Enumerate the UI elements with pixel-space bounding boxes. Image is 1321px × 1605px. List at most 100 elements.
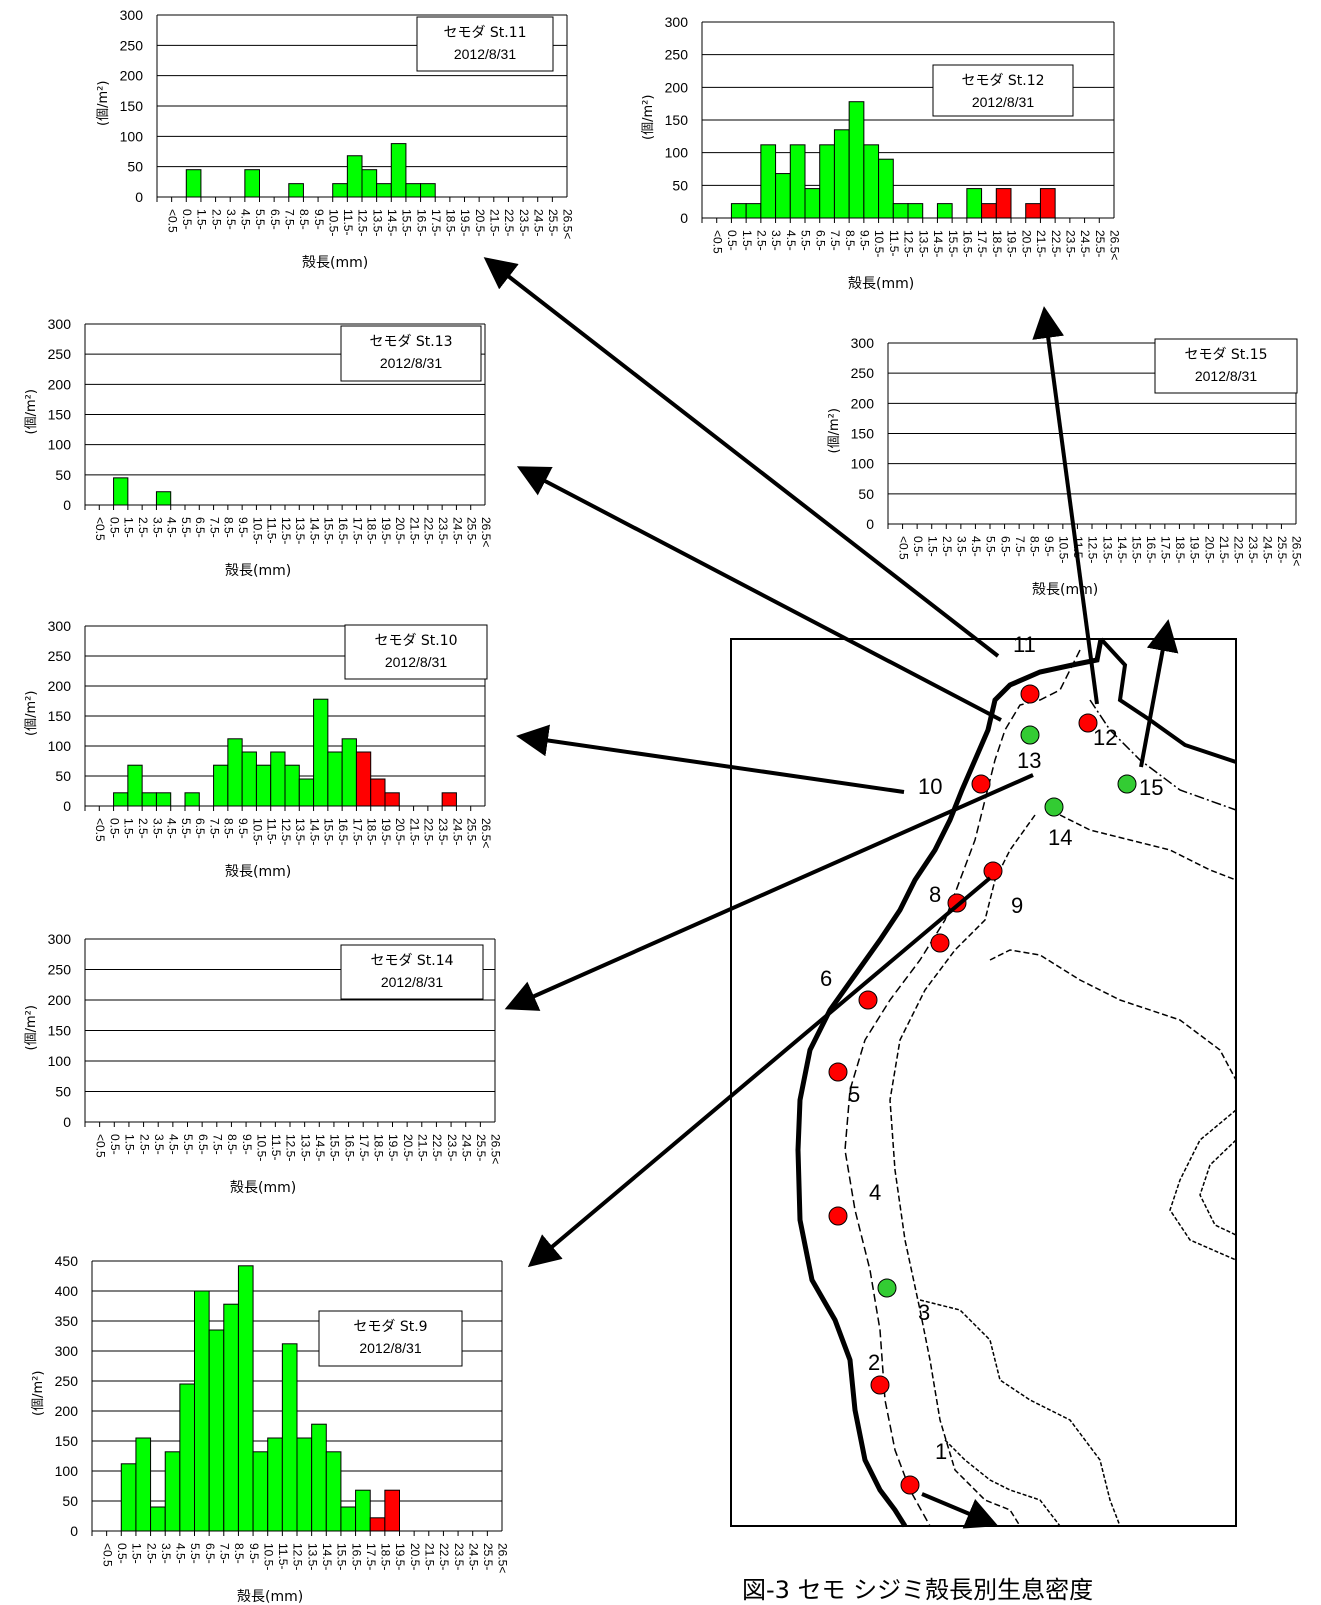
station-marker-6 [858,990,878,1010]
x-tick-label: 14.5- [931,230,945,257]
station-label-3: 3 [918,1300,930,1325]
station-marker-10 [971,774,991,794]
station-marker-9 [983,861,1003,881]
station-label-6: 6 [820,966,832,991]
station-marker-5 [828,1062,848,1082]
bar-small [376,183,392,198]
x-tick-label: 13.5- [916,230,930,257]
legend-station: セモダ St.14 [370,953,453,969]
y-tick-label: 100 [120,128,144,144]
y-tick-label: 200 [48,992,72,1008]
x-tick-label: 16.5- [1144,536,1158,563]
bar-small [155,491,172,506]
x-tick-label: 12.5- [279,517,293,544]
x-tick-label: 18.5- [990,230,1004,257]
bar-small [760,144,777,219]
bar-small [179,1383,196,1532]
y-tick-label: 100 [851,456,875,472]
pointer-arrow [504,773,1034,1011]
x-tick-label: 19.5- [379,517,393,544]
bar-small [252,1451,269,1532]
x-tick-label: 3.5- [955,536,969,557]
x-tick-label: 4.5- [165,517,179,538]
station-label-5: 5 [848,1082,860,1107]
x-tick-label: 1.5- [122,818,136,839]
y-tick-label: 100 [48,1053,72,1069]
x-tick-label: 0.5- [911,536,925,557]
x-tick-label: 2.5- [136,818,150,839]
x-tick-label: 17.5- [1159,536,1173,563]
pointer-arrow [1032,306,1099,705]
y-tick-label: 200 [120,68,144,84]
x-tick-label: 4.5- [784,230,798,251]
x-tick-label: 6.5- [813,230,827,251]
x-tick-label: 12.5- [902,230,916,257]
chart-st15: 0 50 100 150 200 250 300 <0.5 0.5- 1.5- 2.5- 3.5- 4.… [827,335,1304,598]
bar-large [995,188,1012,219]
y-tick-label: 250 [665,47,689,63]
x-tick-label: 13.5- [370,209,384,236]
x-tick-label: 8.5- [1027,536,1041,557]
x-tick-label: 1.5- [122,517,136,538]
x-tick-label: 2.5- [137,1134,151,1155]
x-tick-label: 21.5- [422,1543,436,1570]
x-tick-label: 18.5- [379,1543,393,1570]
x-tick-label: 8.5- [297,209,311,230]
x-tick-label: 16.5- [342,1134,356,1161]
bar-small [405,183,422,198]
x-tick-label: 3.5- [769,230,783,251]
x-tick-label: 17.5- [350,517,364,544]
bar-small [113,477,129,506]
x-tick-label: 3.5- [150,818,164,839]
legend-station: セモダ St.11 [443,25,526,41]
x-tick-label: 23.5- [445,1134,459,1161]
x-tick-label: 22.5- [422,517,436,544]
station-marker-11 [1020,684,1040,704]
pointer-arrow [1139,619,1179,768]
x-tick-label: 22.5- [430,1134,444,1161]
x-tick-label: 4.5- [165,818,179,839]
y-tick-label: 200 [48,678,72,694]
x-tick-label: 21.5- [1217,536,1231,563]
bar-small [311,1423,327,1532]
x-tick-label: 24.5- [531,209,545,236]
x-tick-label: 10.5- [250,517,264,544]
y-tick-label: 300 [48,618,72,634]
y-tick-label: 50 [672,177,688,193]
x-tick-label: 8.5- [222,517,236,538]
x-tick-label: 26.5< [496,1543,510,1573]
x-tick-label: 26.5< [561,209,575,239]
bar-small [284,764,300,807]
y-tick-label: 0 [63,1114,71,1130]
x-axis-label: 殻長(mm) [225,864,291,880]
x-tick-label: 6.5- [998,536,1012,557]
y-tick-label: 0 [63,497,71,513]
x-tick-label: 16.5- [961,230,975,257]
x-tick-label: 17.5- [429,209,443,236]
x-tick-label: 7.5- [207,818,221,839]
x-tick-label: 21.5- [1034,230,1048,257]
x-tick-label: 26.5< [489,1134,503,1164]
legend-box [416,16,554,72]
x-tick-label: 3.5- [152,1134,166,1155]
x-tick-label: 5.5- [253,209,267,230]
bar-small [355,1489,371,1532]
y-tick-label: 300 [120,7,144,23]
x-tick-label: 20.5- [473,209,487,236]
bar-small [390,143,407,198]
x-tick-label: 0.5- [107,818,121,839]
x-tick-label: 22.5- [502,209,516,236]
contour-4 [1059,814,1237,881]
x-tick-label: 10.5- [254,1134,268,1161]
bar-small [241,751,257,807]
chart-st10: 0 50 100 150 200 250 300 <0.5 0.5- 1.5- 2.5- 3.5- 4.… [24,618,493,880]
x-tick-label: 20.5- [1202,536,1216,563]
bar-large [441,792,457,807]
bar-small [907,203,924,219]
x-tick-label: 10.5- [1057,536,1071,563]
x-tick-label: 24.5- [1261,536,1275,563]
x-tick-label: 15.5- [322,818,336,845]
y-tick-label: 100 [48,437,72,453]
